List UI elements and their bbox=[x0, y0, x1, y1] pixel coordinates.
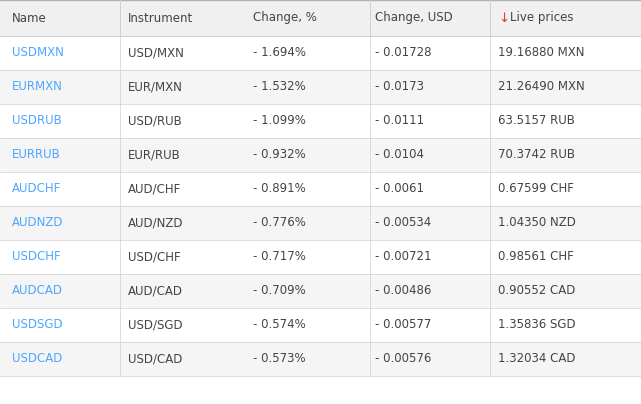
Text: - 0.573%: - 0.573% bbox=[253, 353, 306, 366]
Bar bbox=[0, 36, 641, 70]
Bar bbox=[0, 172, 641, 206]
Bar bbox=[0, 240, 641, 274]
Text: - 0.574%: - 0.574% bbox=[253, 318, 306, 332]
Text: - 0.0111: - 0.0111 bbox=[375, 114, 424, 128]
Text: AUD/CHF: AUD/CHF bbox=[128, 183, 181, 196]
Text: AUDNZD: AUDNZD bbox=[12, 217, 63, 229]
Bar bbox=[0, 0, 641, 36]
Bar bbox=[0, 138, 641, 172]
Text: - 0.01728: - 0.01728 bbox=[375, 46, 431, 59]
Text: USDCAD: USDCAD bbox=[12, 353, 62, 366]
Text: - 0.932%: - 0.932% bbox=[253, 149, 306, 162]
Text: USD/CAD: USD/CAD bbox=[128, 353, 183, 366]
Text: EURMXN: EURMXN bbox=[12, 80, 63, 93]
Text: AUD/NZD: AUD/NZD bbox=[128, 217, 183, 229]
Text: - 0.717%: - 0.717% bbox=[253, 250, 306, 263]
Text: - 0.891%: - 0.891% bbox=[253, 183, 306, 196]
Text: Instrument: Instrument bbox=[128, 11, 193, 25]
Text: USD/MXN: USD/MXN bbox=[128, 46, 184, 59]
Bar bbox=[0, 70, 641, 104]
Text: 19.16880 MXN: 19.16880 MXN bbox=[498, 46, 585, 59]
Bar bbox=[0, 274, 641, 308]
Text: - 0.0061: - 0.0061 bbox=[375, 183, 424, 196]
Text: EURRUB: EURRUB bbox=[12, 149, 61, 162]
Text: EUR/RUB: EUR/RUB bbox=[128, 149, 181, 162]
Text: - 0.00576: - 0.00576 bbox=[375, 353, 431, 366]
Text: - 1.694%: - 1.694% bbox=[253, 46, 306, 59]
Bar bbox=[0, 104, 641, 138]
Text: 0.67599 CHF: 0.67599 CHF bbox=[498, 183, 574, 196]
Text: USDSGD: USDSGD bbox=[12, 318, 63, 332]
Text: 1.04350 NZD: 1.04350 NZD bbox=[498, 217, 576, 229]
Text: - 1.532%: - 1.532% bbox=[253, 80, 306, 93]
Text: - 0.0104: - 0.0104 bbox=[375, 149, 424, 162]
Text: Change, %: Change, % bbox=[253, 11, 317, 25]
Text: USD/CHF: USD/CHF bbox=[128, 250, 181, 263]
Text: 0.90552 CAD: 0.90552 CAD bbox=[498, 284, 576, 297]
Text: USDMXN: USDMXN bbox=[12, 46, 64, 59]
Bar bbox=[0, 308, 641, 342]
Text: - 0.776%: - 0.776% bbox=[253, 217, 306, 229]
Text: - 0.00577: - 0.00577 bbox=[375, 318, 431, 332]
Text: 1.35836 SGD: 1.35836 SGD bbox=[498, 318, 576, 332]
Text: Name: Name bbox=[12, 11, 47, 25]
Text: - 0.0173: - 0.0173 bbox=[375, 80, 424, 93]
Text: - 0.709%: - 0.709% bbox=[253, 284, 306, 297]
Text: AUDCHF: AUDCHF bbox=[12, 183, 62, 196]
Text: - 0.00721: - 0.00721 bbox=[375, 250, 431, 263]
Text: USDRUB: USDRUB bbox=[12, 114, 62, 128]
Bar bbox=[0, 206, 641, 240]
Text: Live prices: Live prices bbox=[510, 11, 574, 25]
Text: 63.5157 RUB: 63.5157 RUB bbox=[498, 114, 575, 128]
Text: ↓: ↓ bbox=[498, 11, 509, 25]
Text: 21.26490 MXN: 21.26490 MXN bbox=[498, 80, 585, 93]
Text: USD/RUB: USD/RUB bbox=[128, 114, 182, 128]
Text: 0.98561 CHF: 0.98561 CHF bbox=[498, 250, 574, 263]
Text: Change, USD: Change, USD bbox=[375, 11, 453, 25]
Text: 70.3742 RUB: 70.3742 RUB bbox=[498, 149, 575, 162]
Text: USDCHF: USDCHF bbox=[12, 250, 61, 263]
Text: AUD/CAD: AUD/CAD bbox=[128, 284, 183, 297]
Text: - 1.099%: - 1.099% bbox=[253, 114, 306, 128]
Text: 1.32034 CAD: 1.32034 CAD bbox=[498, 353, 576, 366]
Text: - 0.00534: - 0.00534 bbox=[375, 217, 431, 229]
Text: AUDCAD: AUDCAD bbox=[12, 284, 63, 297]
Text: - 0.00486: - 0.00486 bbox=[375, 284, 431, 297]
Text: USD/SGD: USD/SGD bbox=[128, 318, 183, 332]
Text: EUR/MXN: EUR/MXN bbox=[128, 80, 183, 93]
Bar bbox=[0, 342, 641, 376]
